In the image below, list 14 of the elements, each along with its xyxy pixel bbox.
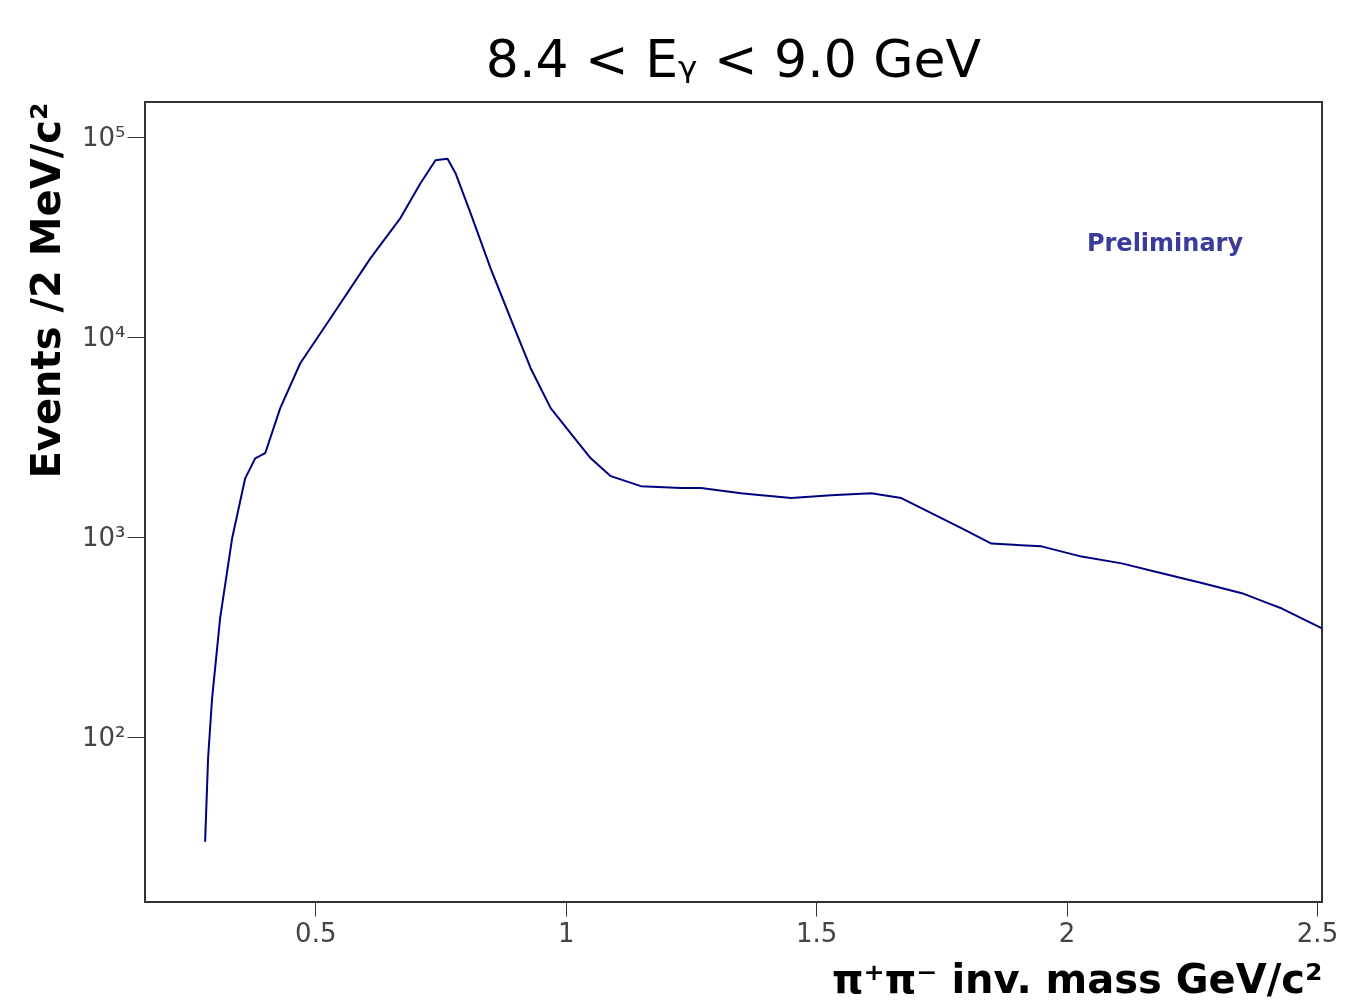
x-tick-label: 2 [1058, 917, 1076, 948]
line-series [204, 157, 1322, 843]
y-axis-title: Events /2 MeV/c² [22, 102, 69, 479]
x-tick-label: 0.5 [295, 917, 337, 948]
y-tick-label: 10² [81, 721, 126, 752]
y-tick-label: 10⁵ [81, 121, 126, 152]
x-tick-label: 2.5 [1296, 917, 1339, 948]
x-axis-title: π⁺π⁻ inv. mass GeV/c² [831, 955, 1323, 1002]
x-tick-label: 1.5 [795, 917, 838, 948]
y-tick-label: 10³ [81, 521, 126, 552]
x-tick-label: 1 [557, 917, 575, 948]
chart-title: 8.4 < Eᵧ < 9.0 GeV [485, 29, 982, 89]
annotation: Preliminary [1086, 229, 1244, 257]
y-tick-label: 10⁴ [81, 321, 126, 352]
